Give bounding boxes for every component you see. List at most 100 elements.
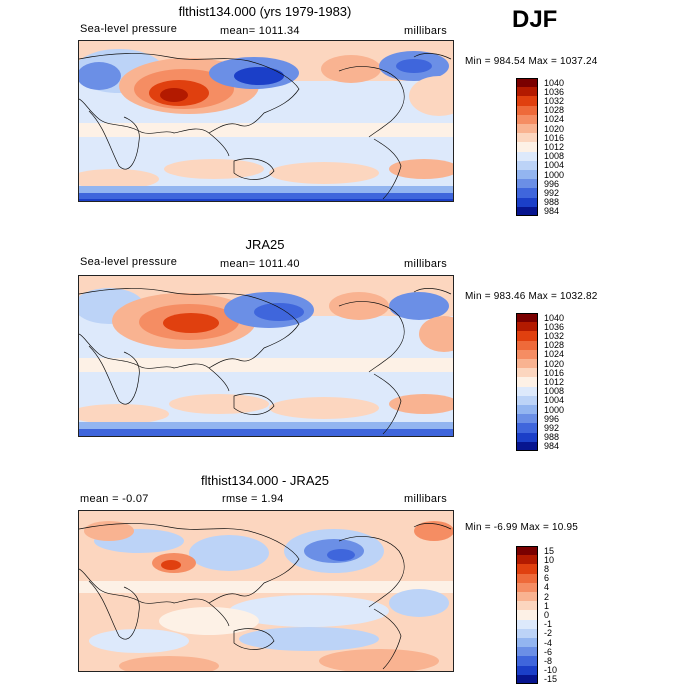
- panel-2-title: JRA25: [245, 237, 285, 252]
- colorbar-label: 1028: [544, 105, 565, 116]
- colorbar-swatch: [516, 349, 538, 359]
- colorbar-swatch: [516, 206, 538, 216]
- colorbar-swatch: [516, 340, 538, 350]
- colorbar-label: -2: [544, 628, 553, 639]
- colorbar-label: 1000: [544, 404, 565, 415]
- colorbar-label: -4: [544, 637, 553, 648]
- colorbar-label: 1008: [544, 151, 565, 162]
- colorbar-label: 1004: [544, 395, 565, 406]
- colorbar-label: 988: [544, 432, 560, 443]
- colorbar-swatch: [516, 188, 538, 198]
- colorbar-label: 1012: [544, 376, 565, 387]
- colorbar-label: 1020: [544, 123, 565, 134]
- panel-1-minmax: Min = 984.54 Max = 1037.24: [465, 56, 598, 67]
- colorbar-swatch: [516, 96, 538, 106]
- colorbar-label: 1024: [544, 349, 565, 360]
- panel-3-units-label: millibars: [404, 493, 448, 505]
- colorbar-swatch: [516, 114, 538, 124]
- colorbar-label: 984: [544, 441, 560, 452]
- colorbar-label: 10: [544, 554, 555, 565]
- colorbar-swatch: [516, 647, 538, 657]
- colorbar-label: 1004: [544, 160, 565, 171]
- colorbar-label: 4: [544, 582, 550, 593]
- colorbar-label: 8: [544, 563, 550, 574]
- colorbar-swatch: [516, 665, 538, 675]
- colorbar-label: -8: [544, 655, 553, 666]
- colorbar-swatch: [516, 331, 538, 341]
- colorbar-swatch: [516, 87, 538, 97]
- colorbar-swatch: [516, 432, 538, 442]
- colorbar-swatch: [516, 359, 538, 369]
- colorbar-label: 0: [544, 609, 550, 620]
- colorbar-label: 1032: [544, 95, 565, 106]
- colorbar-swatch: [516, 386, 538, 396]
- colorbar-label: 1024: [544, 114, 565, 125]
- panel-2-units-label: millibars: [404, 258, 448, 270]
- panel-1-mean-label: mean= 1011.34: [220, 25, 300, 37]
- colorbar-swatch: [516, 638, 538, 648]
- panel-1-variable-label: Sea-level pressure: [80, 23, 178, 35]
- panel-2-map: [78, 275, 454, 437]
- colorbar-swatch: [516, 564, 538, 574]
- colorbar-swatch: [516, 322, 538, 332]
- colorbar-label: 6: [544, 573, 550, 584]
- panel-3-rmse-label: rmse = 1.94: [222, 493, 284, 505]
- colorbar-swatch: [516, 601, 538, 611]
- colorbar-swatch: [516, 414, 538, 424]
- season-label: DJF: [512, 6, 558, 33]
- panel-1-title: flthist134.000 (yrs 1979-1983): [178, 4, 352, 19]
- panel-3-title: flthist134.000 - JRA25: [201, 473, 329, 488]
- colorbar-label: 1040: [544, 77, 565, 88]
- colorbar-swatch: [516, 441, 538, 451]
- colorbar-swatch: [516, 546, 538, 556]
- colorbar-label: 1036: [544, 86, 565, 97]
- panel-2-minmax: Min = 983.46 Max = 1032.82: [465, 291, 598, 302]
- colorbar-swatch: [516, 124, 538, 134]
- colorbar-label: 984: [544, 206, 560, 217]
- colorbar-swatch: [516, 656, 538, 666]
- colorbar-label: -6: [544, 646, 553, 657]
- colorbar-label: -10: [544, 665, 558, 676]
- panel-3-minmax: Min = -6.99 Max = 10.95: [465, 522, 578, 533]
- colorbar-swatch: [516, 160, 538, 170]
- colorbar-swatch: [516, 377, 538, 387]
- colorbar-label: 1040: [544, 312, 565, 323]
- colorbar-swatch: [516, 197, 538, 207]
- colorbar-swatch: [516, 573, 538, 583]
- colorbar-label: 1036: [544, 321, 565, 332]
- colorbar-label: 1: [544, 600, 550, 611]
- panel-3-map: [78, 510, 454, 672]
- panel-2-mean-label: mean= 1011.40: [220, 258, 300, 270]
- colorbar-swatch: [516, 142, 538, 152]
- colorbar-swatch: [516, 179, 538, 189]
- colorbar-label: -1: [544, 619, 553, 630]
- colorbar-label: 988: [544, 197, 560, 208]
- colorbar-label: 2: [544, 591, 550, 602]
- colorbar-swatch: [516, 582, 538, 592]
- colorbar-label: 992: [544, 187, 560, 198]
- colorbar-label: 1000: [544, 169, 565, 180]
- panel-3-mean-label: mean = -0.07: [80, 493, 149, 505]
- colorbar-label: 1028: [544, 340, 565, 351]
- panel-1-map: [78, 40, 454, 202]
- colorbar-swatch: [516, 628, 538, 638]
- colorbar-swatch: [516, 423, 538, 433]
- colorbar-label: 1032: [544, 330, 565, 341]
- panel-2-variable-label: Sea-level pressure: [80, 256, 178, 268]
- colorbar-swatch: [516, 78, 538, 88]
- colorbar-label: 1016: [544, 367, 565, 378]
- colorbar-swatch: [516, 313, 538, 323]
- colorbar-swatch: [516, 619, 538, 629]
- colorbar-swatch: [516, 105, 538, 115]
- colorbar-label: 996: [544, 413, 560, 424]
- colorbar-label: 1020: [544, 358, 565, 369]
- colorbar-swatch: [516, 405, 538, 415]
- colorbar-swatch: [516, 151, 538, 161]
- colorbar-swatch: [516, 170, 538, 180]
- colorbar-swatch: [516, 395, 538, 405]
- colorbar-label: 15: [544, 545, 555, 556]
- colorbar-label: 1012: [544, 141, 565, 152]
- panel-1-units-label: millibars: [404, 25, 448, 37]
- colorbar-swatch: [516, 555, 538, 565]
- colorbar-swatch: [516, 610, 538, 620]
